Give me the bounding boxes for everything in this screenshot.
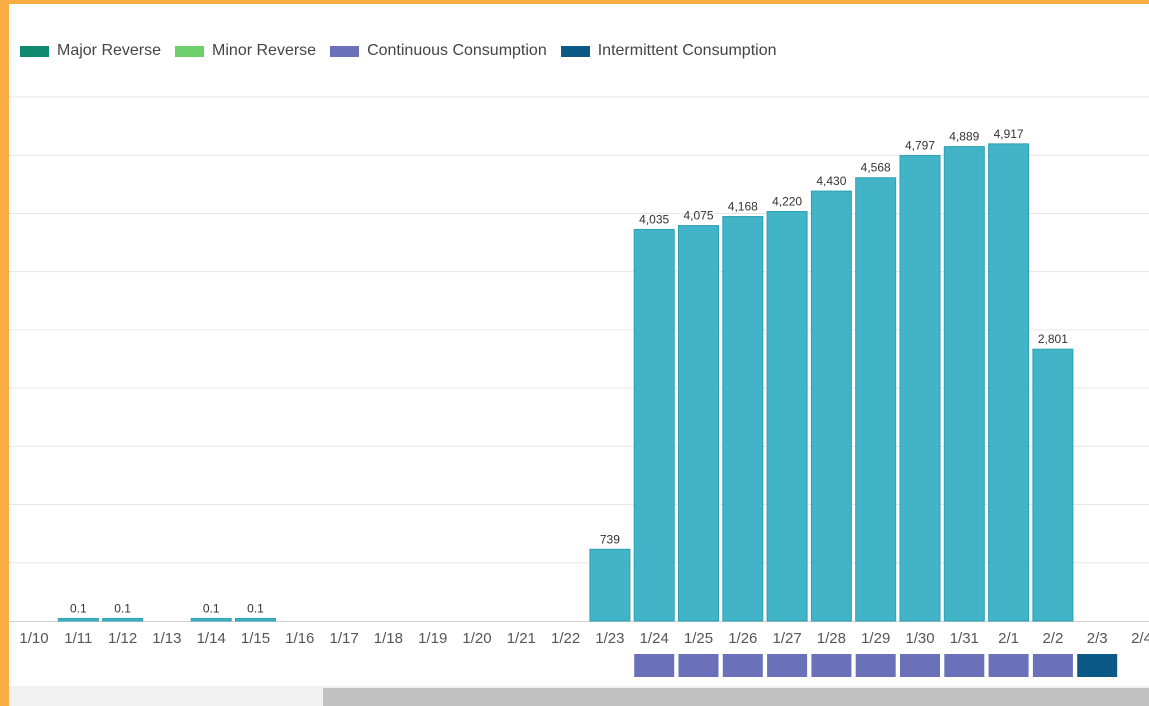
x-tick-1-15: 1/15 — [241, 630, 270, 647]
bar-2-1[interactable] — [988, 143, 1030, 622]
data-label-1-23: 739 — [600, 532, 620, 546]
status-cell-1-30[interactable] — [900, 654, 940, 677]
x-tick-1-17: 1/17 — [329, 630, 358, 647]
data-label-1-26: 4,168 — [728, 200, 758, 214]
legend-item-minor-reverse[interactable]: Minor Reverse — [175, 42, 316, 60]
status-cell-2-1[interactable] — [988, 654, 1029, 677]
data-label-1-25: 4,075 — [683, 209, 713, 223]
x-tick-1-24: 1/24 — [640, 630, 669, 647]
bar-1-15[interactable] — [235, 618, 276, 622]
frame-border-top — [0, 0, 1149, 4]
status-cell-1-27[interactable] — [767, 654, 808, 677]
data-labels: 0.1 0.1 0.1 0.1 739 4,035 4,075 4,168 4,220 4,430… — [70, 127, 1068, 616]
bar-1-11[interactable] — [57, 618, 99, 622]
data-label-1-15: 0.1 — [247, 602, 264, 616]
data-label-1-11: 0.1 — [70, 602, 87, 616]
bar-1-31[interactable] — [943, 146, 985, 622]
x-tick-1-12: 1/12 — [108, 630, 137, 647]
x-tick-1-25: 1/25 — [684, 630, 713, 647]
legend-swatch-continuous-consumption — [330, 45, 360, 57]
data-label-1-30: 4,797 — [905, 139, 935, 153]
x-tick-2-4: 2/4 — [1131, 630, 1149, 647]
legend-item-continuous-consumption[interactable]: Continuous Consumption — [330, 42, 547, 60]
status-cell-1-29[interactable] — [855, 654, 896, 677]
x-tick-2-1: 2/1 — [998, 630, 1019, 647]
legend-label-intermittent-consumption: Intermittent Consumption — [597, 42, 777, 59]
bar-1-26[interactable] — [722, 216, 764, 622]
x-tick-2-2: 2/2 — [1042, 630, 1063, 647]
status-cell-1-28[interactable] — [811, 654, 852, 677]
status-cell-2-2[interactable] — [1032, 654, 1073, 677]
data-label-2-1: 4,917 — [994, 127, 1024, 141]
data-label-1-31: 4,889 — [949, 130, 979, 144]
bar-1-24[interactable] — [633, 228, 675, 622]
frame-border-left — [0, 0, 9, 706]
bar-1-29[interactable] — [855, 177, 897, 622]
x-tick-1-16: 1/16 — [285, 630, 314, 647]
x-tick-1-13: 1/13 — [152, 630, 181, 647]
status-cell-1-31[interactable] — [944, 654, 985, 677]
status-cell-2-3[interactable] — [1077, 654, 1118, 677]
x-tick-1-22: 1/22 — [551, 630, 580, 647]
legend-swatch-minor-reverse — [175, 45, 205, 57]
x-tick-1-27: 1/27 — [772, 630, 801, 647]
x-tick-1-11: 1/11 — [64, 630, 92, 647]
data-label-1-14: 0.1 — [203, 602, 220, 616]
x-tick-1-10: 1/10 — [19, 630, 48, 647]
legend-item-major-reverse[interactable]: Major Reverse — [20, 42, 161, 60]
x-tick-1-29: 1/29 — [861, 630, 890, 647]
bar-2-2[interactable] — [1032, 348, 1074, 622]
bar-1-28[interactable] — [810, 190, 852, 622]
x-tick-1-14: 1/14 — [197, 630, 226, 647]
status-cell-1-25[interactable] — [678, 654, 719, 677]
legend-label-major-reverse: Major Reverse — [57, 42, 162, 59]
x-tick-1-23: 1/23 — [595, 630, 624, 647]
legend-swatch-major-reverse — [20, 45, 49, 57]
data-label-2-2: 2,801 — [1038, 332, 1068, 346]
x-tick-labels: 1/10 1/11 1/12 1/13 1/14 1/15 1/16 1/17 1/18 1/19… — [19, 630, 1149, 647]
x-tick-1-30: 1/30 — [905, 630, 934, 647]
status-cell-1-24[interactable] — [634, 654, 675, 677]
bar-1-25[interactable] — [678, 225, 719, 622]
x-tick-1-28: 1/28 — [817, 630, 846, 647]
legend-label-continuous-consumption: Continuous Consumption — [367, 42, 547, 59]
status-cell-1-26[interactable] — [722, 654, 763, 677]
bar-1-30[interactable] — [899, 155, 941, 622]
data-label-1-29: 4,568 — [861, 161, 891, 175]
status-strip — [634, 654, 1118, 677]
legend-item-intermittent-consumption[interactable]: Intermittent Consumption — [560, 42, 777, 60]
x-tick-1-26: 1/26 — [728, 630, 757, 647]
data-label-1-27: 4,220 — [772, 195, 802, 209]
x-tick-2-3: 2/3 — [1087, 630, 1108, 647]
data-label-1-24: 4,035 — [639, 212, 669, 226]
bar-1-14[interactable] — [190, 618, 232, 622]
bar-1-23[interactable] — [589, 548, 631, 622]
x-tick-1-18: 1/18 — [374, 630, 403, 647]
legend-label-minor-reverse: Minor Reverse — [212, 42, 317, 59]
bar-1-12[interactable] — [102, 618, 144, 622]
x-tick-1-20: 1/20 — [462, 630, 491, 647]
x-tick-1-19: 1/19 — [418, 630, 447, 647]
x-tick-1-21: 1/21 — [507, 630, 536, 647]
x-tick-1-31: 1/31 — [950, 630, 979, 647]
bar-1-27[interactable] — [766, 211, 808, 622]
bars — [57, 143, 1074, 622]
data-label-1-28: 4,430 — [816, 174, 846, 188]
horizontal-scrollbar-thumb[interactable] — [323, 688, 1149, 706]
legend: Major Reverse Minor Reverse Continuous C… — [20, 40, 776, 62]
data-label-1-12: 0.1 — [114, 602, 131, 616]
legend-swatch-intermittent-consumption — [560, 45, 590, 57]
